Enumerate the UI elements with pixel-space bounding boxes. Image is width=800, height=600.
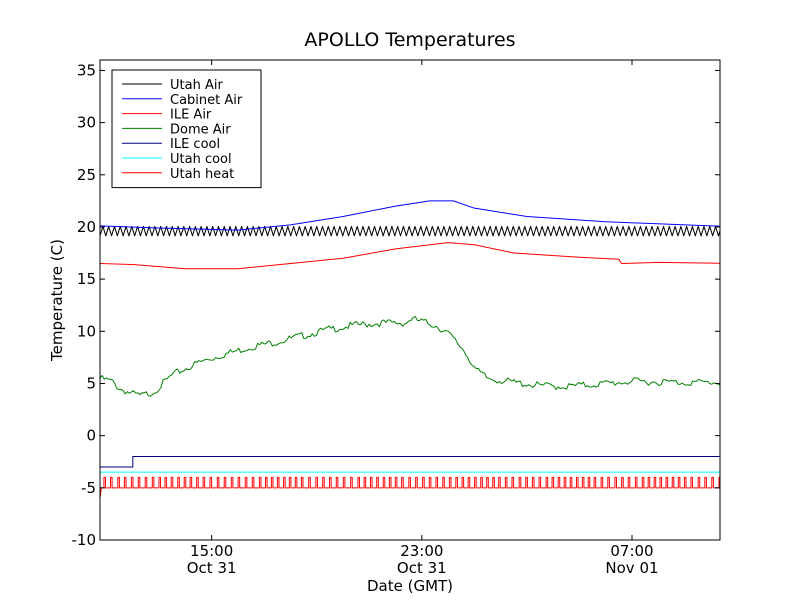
legend-label: ILE cool bbox=[170, 137, 220, 152]
legend-label: Dome Air bbox=[170, 122, 231, 137]
y-tick-label: 10 bbox=[77, 322, 96, 340]
legend-label: Utah cool bbox=[170, 152, 232, 167]
y-tick-label: 5 bbox=[86, 374, 96, 392]
legend-label: Utah Air bbox=[170, 78, 223, 93]
y-tick-label: 30 bbox=[77, 114, 96, 132]
y-tick-label: 25 bbox=[77, 166, 96, 184]
series-line-dome-air bbox=[100, 316, 720, 397]
y-tick-label: 15 bbox=[77, 270, 96, 288]
x-tick-date-label: Oct 31 bbox=[397, 559, 447, 577]
plot-frame bbox=[99, 59, 721, 541]
y-tick-label: -5 bbox=[81, 479, 96, 497]
y-tick-label: -10 bbox=[72, 531, 97, 549]
legend-label: ILE Air bbox=[170, 108, 212, 123]
legend-label: Cabinet Air bbox=[170, 93, 243, 108]
chart-title: APOLLO Temperatures bbox=[304, 29, 515, 51]
y-tick-label: 35 bbox=[77, 61, 96, 79]
series-line-cabinet-air bbox=[100, 200, 720, 231]
x-tick-label: 07:00 bbox=[610, 542, 653, 560]
y-tick-label: 20 bbox=[77, 218, 96, 236]
series-line-ile-air bbox=[100, 242, 720, 270]
series-line-utah-heat bbox=[100, 476, 720, 499]
series-line-ile-cool bbox=[100, 456, 720, 468]
legend-label: Utah heat bbox=[170, 167, 234, 182]
y-tick-label: 0 bbox=[86, 427, 96, 445]
x-axis-label: Date (GMT) bbox=[367, 577, 453, 595]
y-axis-label: Temperature (C) bbox=[48, 239, 66, 362]
series-layer bbox=[100, 200, 720, 499]
x-tick-date-label: Oct 31 bbox=[187, 559, 237, 577]
series-line-utah-air bbox=[100, 225, 720, 237]
series-line-utah-cool bbox=[100, 471, 720, 473]
x-tick-label: 23:00 bbox=[400, 542, 443, 560]
x-tick-date-label: Nov 01 bbox=[605, 559, 658, 577]
x-tick-label: 15:00 bbox=[190, 542, 233, 560]
